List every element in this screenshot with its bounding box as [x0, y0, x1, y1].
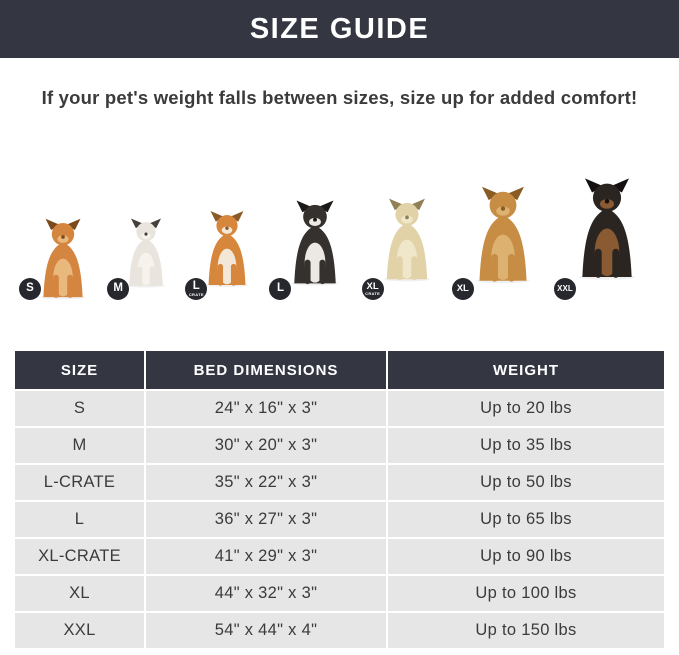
cell-size: L-CRATE	[15, 465, 144, 500]
dog-pomeranian: S	[19, 217, 98, 301]
cell-weight: Up to 65 lbs	[388, 502, 664, 537]
cell-size: L	[15, 502, 144, 537]
cell-weight: Up to 90 lbs	[388, 539, 664, 574]
column-header-size: SIZE	[15, 351, 144, 389]
size-badge-label: XXL	[557, 284, 573, 293]
size-badge-label: L	[192, 279, 200, 292]
size-badge-label: XL	[456, 283, 469, 295]
cell-dimensions: 36" x 27" x 3"	[146, 502, 386, 537]
cell-size: XL	[15, 576, 144, 611]
cell-size: S	[15, 391, 144, 426]
size-table: SIZE BED DIMENSIONS WEIGHT S 24" x 16" x…	[13, 349, 666, 650]
subtitle: If your pet's weight falls between sizes…	[41, 87, 638, 108]
dog-illustration	[475, 186, 530, 284]
size-badge: XL CRATE	[361, 278, 384, 300]
cell-weight: Up to 50 lbs	[388, 465, 664, 500]
dog-shiba-inu: L CRATE	[185, 197, 260, 301]
size-badge: M	[107, 278, 130, 300]
table-row: L-CRATE 35" x 22" x 3" Up to 50 lbs	[15, 465, 664, 500]
table-row: L 36" x 27" x 3" Up to 65 lbs	[15, 502, 664, 537]
table-row: M 30" x 20" x 3" Up to 35 lbs	[15, 428, 664, 463]
size-badge-label: XL	[366, 280, 379, 292]
dog-lineup: S M	[19, 151, 651, 301]
cell-dimensions: 35" x 22" x 3"	[146, 465, 386, 500]
dog-golden-retriever: XL	[451, 169, 545, 301]
table-row: XL-CRATE 41" x 29" x 3" Up to 90 lbs	[15, 539, 664, 574]
column-header-weight: WEIGHT	[388, 351, 664, 389]
cell-size: M	[15, 428, 144, 463]
dog-illustration	[291, 200, 340, 286]
column-header-dimensions: BED DIMENSIONS	[146, 351, 386, 389]
size-badge-label: L	[276, 282, 284, 295]
size-badge: L CRATE	[185, 278, 208, 300]
page-title: SIZE GUIDE	[249, 12, 430, 45]
cell-dimensions: 30" x 20" x 3"	[146, 428, 386, 463]
cell-size: XL-CRATE	[15, 539, 144, 574]
size-badge: S	[19, 278, 41, 300]
cell-dimensions: 41" x 29" x 3"	[146, 539, 386, 574]
cell-weight: Up to 100 lbs	[388, 576, 664, 611]
dog-doberman: XXL	[553, 157, 651, 301]
table-row: S 24" x 16" x 3" Up to 20 lbs	[15, 391, 664, 426]
dog-labrador: XL CRATE	[361, 179, 443, 301]
size-badge-label: S	[26, 282, 34, 295]
size-badge-sublabel: CRATE	[365, 291, 381, 297]
table-row: XXL 54" x 44" x 4" Up to 150 lbs	[15, 613, 664, 648]
size-badge-label: M	[113, 282, 123, 295]
cell-dimensions: 44" x 32" x 3"	[146, 576, 386, 611]
dog-illustration	[206, 211, 249, 287]
dog-illustration	[126, 218, 166, 288]
size-badge: XXL	[553, 278, 576, 300]
dog-french-bulldog: M	[107, 205, 176, 301]
cell-dimensions: 54" x 44" x 4"	[146, 613, 386, 648]
dog-illustration	[383, 198, 430, 282]
dog-illustration	[40, 218, 86, 300]
table-row: XL 44" x 32" x 3" Up to 100 lbs	[15, 576, 664, 611]
cell-size: XXL	[15, 613, 144, 648]
cell-weight: Up to 150 lbs	[388, 613, 664, 648]
cell-dimensions: 24" x 16" x 3"	[146, 391, 386, 426]
dog-border-collie: L	[269, 185, 352, 301]
size-badge-sublabel: CRATE	[188, 292, 204, 298]
cell-weight: Up to 35 lbs	[388, 428, 664, 463]
table-header-row: SIZE BED DIMENSIONS WEIGHT	[15, 351, 664, 389]
size-badge: L	[269, 278, 292, 300]
dog-illustration	[578, 178, 636, 280]
banner: SIZE GUIDE	[0, 0, 679, 58]
cell-weight: Up to 20 lbs	[388, 391, 664, 426]
size-badge: XL	[451, 278, 474, 300]
